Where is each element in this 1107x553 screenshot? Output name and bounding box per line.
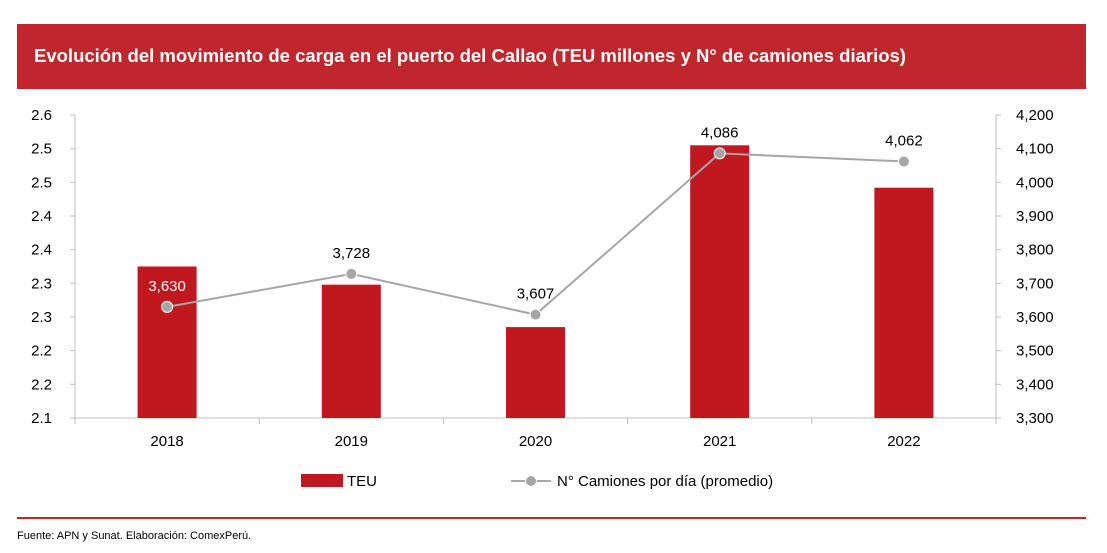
trucks-data-label: 4,086	[701, 124, 739, 141]
footer-divider	[17, 517, 1086, 519]
legend-trucks-marker	[525, 475, 537, 487]
chart-title-bar: Evolución del movimiento de carga en el …	[17, 24, 1086, 89]
right-axis-tick-label: 3,800	[1016, 242, 1054, 259]
teu-bar	[874, 187, 934, 418]
trucks-data-label: 3,630	[148, 278, 186, 295]
trucks-marker	[345, 267, 358, 280]
x-axis-tick-label: 2021	[703, 433, 736, 450]
teu-bar	[137, 266, 197, 418]
trucks-marker	[529, 308, 542, 321]
left-axis-tick-label: 2.2	[31, 343, 52, 360]
right-axis-tick-label: 3,400	[1016, 376, 1054, 393]
x-axis-tick-label: 2018	[150, 433, 183, 450]
trucks-data-label: 3,607	[517, 286, 555, 303]
right-axis-tick-label: 3,500	[1016, 343, 1054, 360]
chart-plot: 2.1 2.2 2.2 2.3 2.3 2.4 2.4 2.5 2.5 2.6 3,300 3,400…	[31, 107, 1054, 490]
x-axis-tick-label: 2022	[887, 433, 920, 450]
right-axis-tick-label: 3,900	[1016, 208, 1054, 225]
right-axis-tick-label: 4,000	[1016, 174, 1054, 191]
right-axis-tick-label: 4,100	[1016, 141, 1054, 158]
right-axis-tick-label: 3,600	[1016, 309, 1054, 326]
trucks-marker	[713, 147, 726, 160]
legend-teu-label: TEU	[347, 473, 377, 490]
left-axis-tick-label: 2.1	[31, 410, 52, 427]
right-axis-tick-label: 3,700	[1016, 275, 1054, 292]
legend-trucks-label: N° Camiones por día (promedio)	[557, 473, 773, 490]
left-axis-tick-label: 2.2	[31, 376, 52, 393]
trucks-marker	[161, 300, 174, 313]
trucks-data-label: 3,728	[333, 245, 371, 262]
left-axis-tick-label: 2.3	[31, 309, 52, 326]
right-axis-tick-label: 3,300	[1016, 410, 1054, 427]
left-axis-tick-label: 2.4	[31, 208, 52, 225]
left-axis-tick-label: 2.4	[31, 242, 52, 259]
left-axis-tick-label: 2.5	[31, 141, 52, 158]
source-note: Fuente: APN y Sunat. Elaboración: ComexP…	[17, 530, 252, 542]
left-axis-tick-label: 2.6	[31, 107, 52, 124]
trucks-marker	[897, 155, 910, 168]
right-axis-tick-label: 4,200	[1016, 107, 1054, 124]
left-axis-tick-label: 2.3	[31, 275, 52, 292]
trucks-data-label: 4,062	[885, 132, 923, 149]
legend-teu-swatch	[301, 474, 343, 487]
teu-bar	[690, 145, 750, 419]
left-axis-tick-label: 2.5	[31, 174, 52, 191]
teu-bar	[506, 327, 565, 418]
x-axis-tick-label: 2019	[335, 433, 368, 450]
teu-bar	[321, 284, 381, 418]
chart-title: Evolución del movimiento de carga en el …	[34, 45, 906, 66]
x-axis-tick-label: 2020	[519, 433, 552, 450]
